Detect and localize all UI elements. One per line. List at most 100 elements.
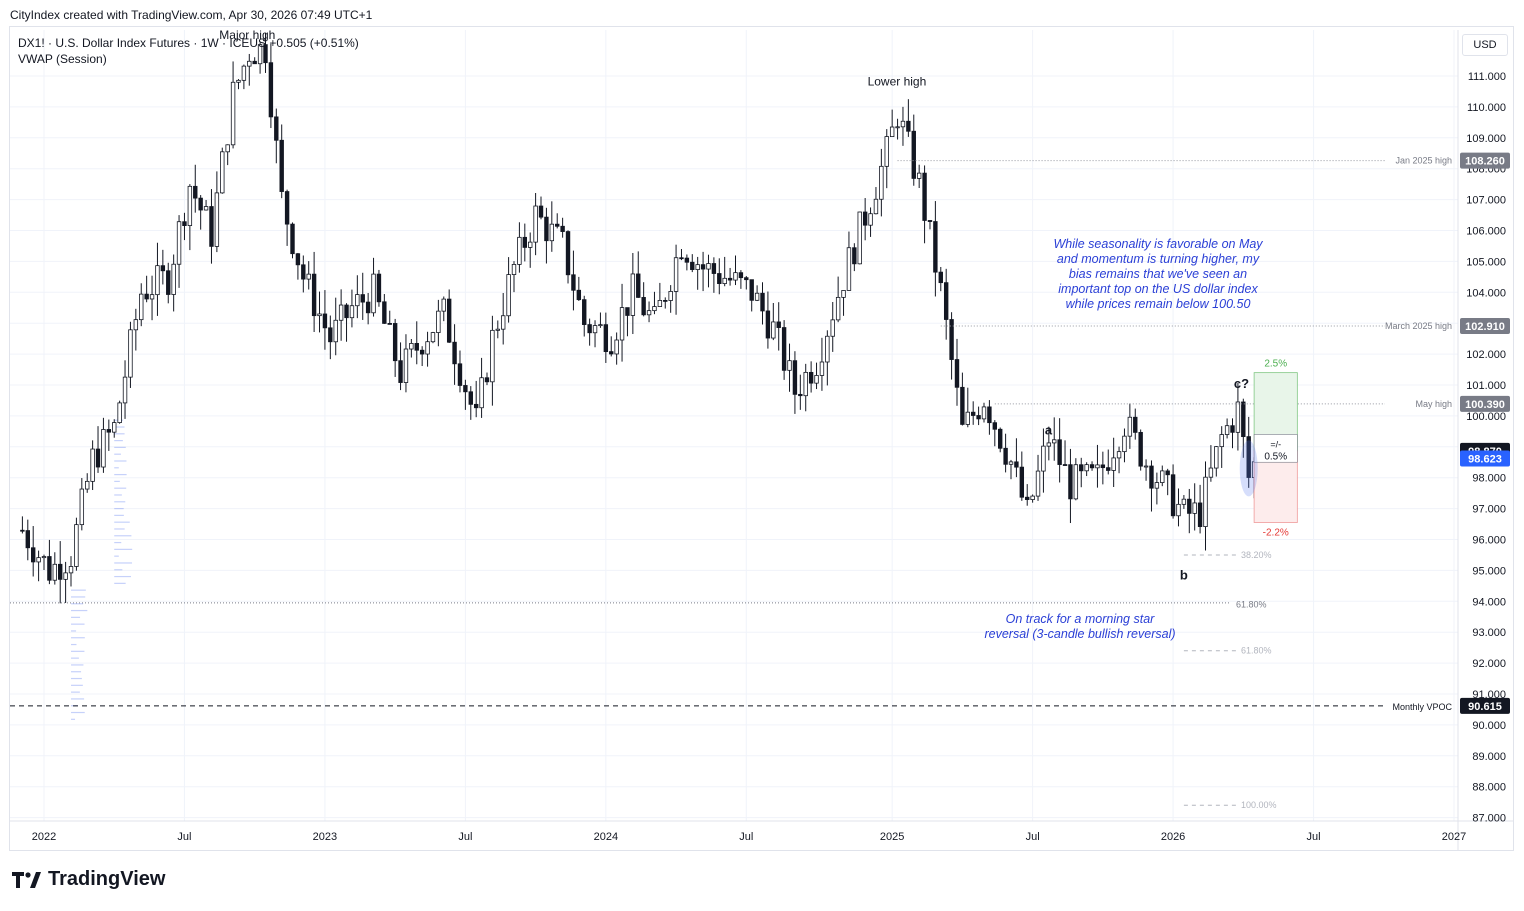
candle-up[interactable]	[1127, 416, 1133, 437]
candle-down[interactable]	[987, 406, 992, 424]
tradingview-logo[interactable]: TradingView	[12, 868, 165, 891]
candle-up[interactable]	[528, 241, 533, 248]
candle-down[interactable]	[1197, 502, 1203, 527]
candle-up[interactable]	[873, 198, 879, 215]
candle-down[interactable]	[738, 272, 744, 279]
candle-up[interactable]	[1030, 495, 1035, 500]
candle-down[interactable]	[641, 297, 646, 316]
candle-up[interactable]	[733, 272, 738, 281]
candle-up[interactable]	[63, 572, 68, 580]
candle-down[interactable]	[344, 304, 349, 319]
candle-down[interactable]	[576, 289, 582, 301]
candle-up[interactable]	[317, 313, 322, 317]
candle-up[interactable]	[1203, 476, 1208, 527]
candle-down[interactable]	[1068, 464, 1073, 500]
candle-up[interactable]	[879, 165, 884, 200]
candle-up[interactable]	[1073, 464, 1079, 500]
candle-down[interactable]	[544, 216, 549, 242]
candle-up[interactable]	[203, 206, 209, 211]
candle-down[interactable]	[209, 206, 214, 247]
candle-down[interactable]	[679, 257, 684, 260]
candle-down[interactable]	[382, 301, 387, 324]
candle-down[interactable]	[1133, 416, 1138, 433]
candle-up[interactable]	[841, 290, 846, 298]
candle-up[interactable]	[333, 319, 338, 343]
candle-down[interactable]	[938, 271, 943, 284]
candle-up[interactable]	[819, 361, 825, 376]
candle-up[interactable]	[787, 360, 792, 371]
candle-up[interactable]	[895, 126, 900, 129]
candle-up[interactable]	[706, 263, 711, 270]
candle-down[interactable]	[279, 139, 284, 192]
candle-down[interactable]	[446, 298, 452, 343]
candle-down[interactable]	[1057, 439, 1062, 465]
candle-down[interactable]	[452, 341, 457, 365]
candle-up[interactable]	[981, 406, 987, 420]
candle-down[interactable]	[322, 313, 328, 329]
candle-down[interactable]	[1138, 431, 1143, 467]
candle-down[interactable]	[1100, 464, 1106, 469]
candle-up[interactable]	[695, 264, 700, 270]
candle-down[interactable]	[468, 391, 473, 405]
candle-down[interactable]	[717, 273, 722, 284]
candle-up[interactable]	[403, 348, 409, 383]
candle-down[interactable]	[463, 385, 468, 393]
stop-zone[interactable]	[1253, 450, 1298, 523]
candle-down[interactable]	[1149, 465, 1154, 489]
candle-down[interactable]	[328, 327, 333, 343]
candle-up[interactable]	[803, 371, 808, 397]
candle-down[interactable]	[263, 44, 268, 64]
candle-down[interactable]	[198, 197, 203, 211]
candle-down[interactable]	[943, 282, 949, 320]
candle-down[interactable]	[625, 307, 630, 316]
candle-up[interactable]	[965, 411, 970, 425]
candle-up[interactable]	[614, 339, 619, 355]
candle-up[interactable]	[916, 172, 922, 179]
candle-up[interactable]	[1181, 498, 1187, 505]
candle-down[interactable]	[684, 257, 690, 263]
candle-up[interactable]	[230, 81, 236, 146]
candle-up[interactable]	[835, 296, 841, 321]
candle-down[interactable]	[727, 277, 733, 281]
candle-down[interactable]	[760, 292, 765, 312]
candle-down[interactable]	[20, 529, 25, 532]
candle-up[interactable]	[884, 136, 889, 167]
candle-up[interactable]	[495, 328, 500, 331]
candle-up[interactable]	[236, 79, 241, 83]
candle-down[interactable]	[765, 310, 771, 339]
candle-down[interactable]	[954, 359, 960, 388]
candle-up[interactable]	[868, 213, 873, 226]
candle-down[interactable]	[1062, 464, 1068, 466]
candle-up[interactable]	[511, 264, 517, 275]
candle-up[interactable]	[257, 44, 263, 65]
candle-up[interactable]	[1111, 457, 1116, 471]
candle-down[interactable]	[268, 62, 274, 118]
candle-up[interactable]	[900, 120, 906, 128]
candle-down[interactable]	[582, 299, 587, 325]
candle-up[interactable]	[619, 307, 625, 341]
candle-down[interactable]	[30, 547, 36, 563]
candle-down[interactable]	[587, 324, 592, 334]
candle-up[interactable]	[139, 293, 144, 321]
candle-up[interactable]	[430, 332, 436, 343]
candle-up[interactable]	[673, 257, 679, 292]
candle-up[interactable]	[549, 223, 555, 242]
candle-down[interactable]	[1003, 447, 1008, 465]
candle-down[interactable]	[160, 265, 166, 272]
candle-down[interactable]	[274, 116, 279, 141]
candle-up[interactable]	[1041, 445, 1046, 472]
candle-up[interactable]	[630, 273, 636, 316]
candle-up[interactable]	[1154, 482, 1160, 489]
candle-up[interactable]	[214, 192, 220, 247]
candle-up[interactable]	[74, 524, 79, 567]
candle-down[interactable]	[1187, 498, 1192, 514]
candle-up[interactable]	[187, 185, 193, 227]
candle-up[interactable]	[1224, 425, 1230, 435]
candle-up[interactable]	[90, 448, 95, 482]
candle-down[interactable]	[744, 277, 749, 281]
currency-button[interactable]: USD	[1462, 34, 1508, 56]
candle-up[interactable]	[241, 65, 247, 81]
candle-up[interactable]	[490, 329, 495, 383]
candle-up[interactable]	[1035, 470, 1041, 497]
